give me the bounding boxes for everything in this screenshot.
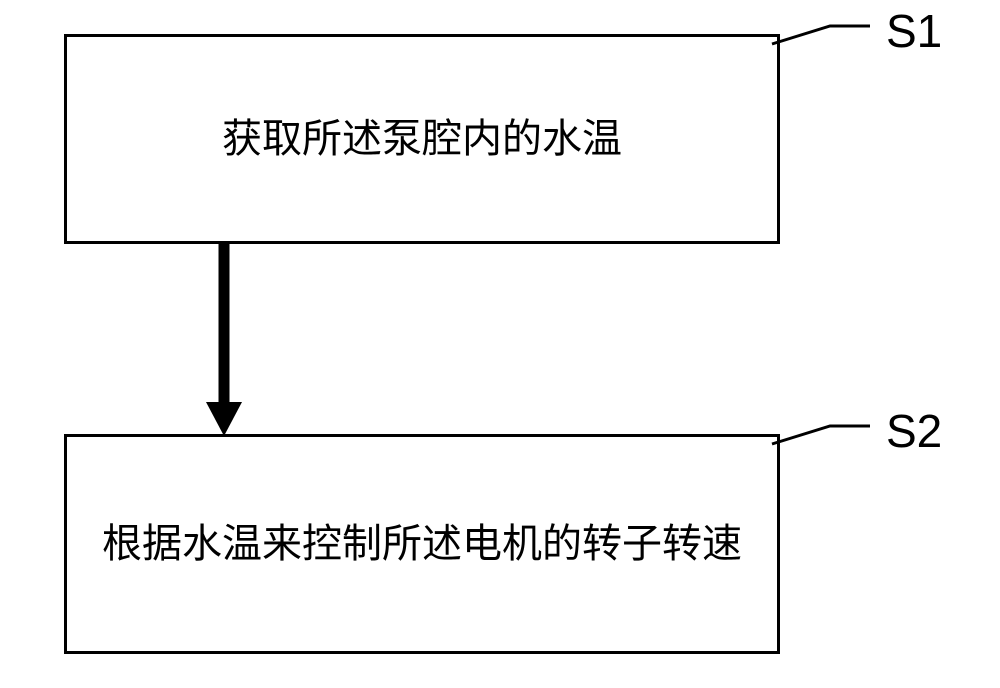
step-s1-label: S1 — [886, 4, 942, 58]
step-s1-text: 获取所述泵腔内的水温 — [222, 109, 622, 169]
step-s2-text: 根据水温来控制所述电机的转子转速 — [102, 514, 742, 574]
step-s2-label: S2 — [886, 404, 942, 458]
leader-line-s2 — [770, 424, 880, 484]
step-s1-box: 获取所述泵腔内的水温 — [64, 34, 780, 244]
step-s2-box: 根据水温来控制所述电机的转子转速 — [64, 434, 780, 654]
flowchart-container: 获取所述泵腔内的水温 S1 根据水温来控制所述电机的转子转速 S2 — [0, 0, 1000, 688]
leader-line-s1 — [770, 24, 880, 84]
arrow-connector — [204, 244, 244, 439]
